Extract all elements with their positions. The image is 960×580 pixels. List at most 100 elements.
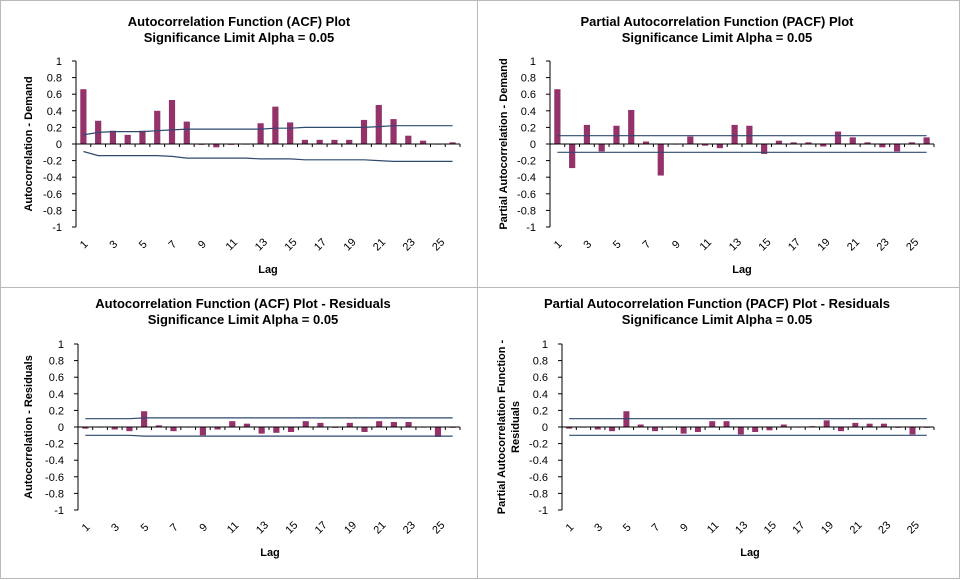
bar-lag-6 — [628, 109, 635, 144]
y-tick-label: -0.4 — [45, 455, 64, 467]
y-tick-label: 0 — [56, 139, 62, 151]
bar-lag-15 — [761, 144, 768, 154]
bar-lag-11 — [229, 421, 236, 427]
bar-lag-18 — [805, 142, 812, 144]
panel-frame — [0, 287, 478, 579]
y-tick-label: 0.4 — [49, 389, 64, 401]
bar-lag-20 — [361, 427, 368, 432]
y-tick-label: -1 — [52, 222, 62, 234]
bar-lag-1 — [566, 427, 573, 429]
y-tick-label: 1 — [58, 339, 64, 351]
pacf-demand-plot: 10.80.60.40.20-0.2-0.4-0.6-0.8-11 3 5 7 9 11 1… — [517, 56, 935, 253]
y-axis-title-line-2: Residuals — [510, 401, 522, 453]
y-tick-label: 0.4 — [47, 106, 62, 118]
x-axis-title: Lag — [258, 264, 278, 276]
bar-lag-21 — [849, 137, 856, 144]
y-axis-title-line-1: Partial Autocorrelation Function - — [496, 339, 508, 514]
bar-lag-22 — [864, 142, 871, 144]
y-tick-label: 0.8 — [533, 356, 548, 368]
bar-lag-11 — [709, 421, 716, 427]
bar-lag-16 — [301, 139, 309, 144]
y-tick-label: -1 — [526, 222, 536, 234]
bar-lag-12 — [716, 144, 723, 149]
bar-lag-13 — [731, 124, 738, 144]
bar-lag-3 — [583, 124, 591, 144]
bar-lag-14 — [273, 427, 280, 433]
chart-subtitle: Significance Limit Alpha = 0.05 — [622, 30, 813, 45]
chart-title: Autocorrelation Function (ACF) Plot - Re… — [95, 296, 390, 311]
bar-lag-25 — [908, 142, 915, 144]
bar-lag-16 — [775, 140, 783, 144]
bar-lag-21 — [375, 104, 382, 144]
bar-lag-23 — [405, 422, 412, 427]
lower-significance-limit — [83, 150, 453, 162]
y-tick-label: -0.4 — [517, 172, 536, 184]
bar-lag-23 — [880, 423, 887, 427]
y-tick-label: -0.6 — [43, 189, 62, 201]
bar-lag-10 — [213, 144, 220, 148]
bar-lag-7 — [642, 141, 650, 144]
bar-lag-22 — [390, 422, 397, 427]
bar-lag-5 — [139, 130, 146, 144]
y-tick-label: 0.2 — [521, 122, 536, 134]
bar-lag-4 — [126, 427, 133, 432]
panel-frame — [477, 287, 960, 579]
y-axis-title: Autocorrelation - Residuals — [23, 355, 35, 499]
lower-significance-limit — [85, 434, 453, 437]
y-tick-label: -0.6 — [45, 472, 64, 484]
bar-lag-3 — [111, 427, 118, 430]
bar-lag-10 — [214, 427, 221, 430]
y-tick-label: 0.8 — [521, 73, 536, 85]
y-tick-label: 0 — [58, 422, 64, 434]
bar-lag-13 — [737, 427, 744, 435]
bar-lag-25 — [909, 427, 916, 435]
bar-lag-26 — [923, 137, 930, 144]
y-tick-label: -0.4 — [529, 455, 548, 467]
bar-lag-19 — [820, 144, 827, 147]
bar-lag-12 — [723, 421, 730, 427]
bar-lag-4 — [124, 134, 131, 144]
y-tick-label: 0.2 — [49, 405, 64, 417]
bar-lag-19 — [346, 422, 353, 427]
bar-lag-12 — [243, 423, 251, 427]
y-tick-label: -0.4 — [43, 172, 62, 184]
chart-title: Autocorrelation Function (ACF) Plot — [128, 14, 351, 29]
bar-lag-19 — [346, 139, 353, 144]
bar-lag-16 — [780, 424, 787, 427]
bar-lag-17 — [790, 142, 797, 144]
bar-lag-20 — [360, 119, 368, 144]
bar-lag-7 — [168, 100, 176, 144]
y-tick-label: 1 — [56, 56, 62, 68]
y-tick-label: 0.6 — [49, 372, 64, 384]
chart-subtitle: Significance Limit Alpha = 0.05 — [622, 312, 813, 327]
bar-lag-19 — [823, 420, 830, 427]
y-axis-title: Autocorrelation - Demand — [23, 76, 35, 211]
upper-significance-limit — [85, 417, 453, 420]
bar-lag-21 — [852, 422, 859, 427]
y-tick-label: 0 — [530, 139, 536, 151]
upper-significance-limit — [83, 125, 453, 136]
y-tick-label: -0.2 — [517, 156, 536, 168]
bar-lag-13 — [257, 123, 264, 144]
pacf-residuals-panel: Partial Autocorrelation Function (PACF) … — [477, 287, 960, 579]
bar-lag-26 — [449, 142, 456, 144]
y-tick-label: 0.6 — [533, 372, 548, 384]
y-tick-label: -0.8 — [43, 205, 62, 217]
y-tick-label: -0.6 — [529, 472, 548, 484]
acf-demand-panel: Autocorrelation Function (ACF) Plot Sign… — [0, 0, 478, 288]
bar-lag-14 — [746, 125, 753, 144]
bar-lag-22 — [390, 119, 397, 144]
bar-lag-20 — [837, 427, 845, 432]
acf-residuals-panel: Autocorrelation Function (ACF) Plot - Re… — [0, 287, 478, 579]
chart-subtitle: Significance Limit Alpha = 0.05 — [148, 312, 339, 327]
chart-title: Partial Autocorrelation Function (PACF) … — [544, 296, 890, 311]
bar-lag-24 — [419, 140, 427, 144]
y-tick-label: -1 — [54, 505, 64, 517]
y-tick-label: -0.8 — [517, 205, 536, 217]
bar-lag-15 — [766, 427, 773, 431]
bar-lag-3 — [109, 130, 117, 144]
bar-lag-8 — [657, 144, 664, 176]
y-tick-label: 0 — [542, 422, 548, 434]
x-axis-title: Lag — [740, 547, 760, 559]
